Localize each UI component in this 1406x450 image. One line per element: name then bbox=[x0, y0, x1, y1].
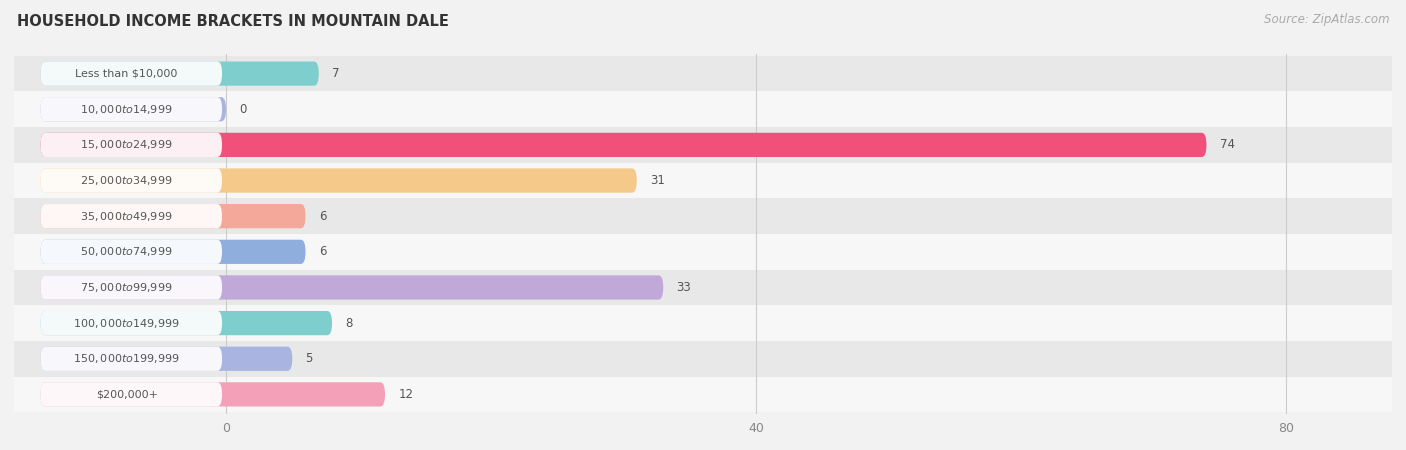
Bar bbox=[14, 305, 1392, 341]
Text: 7: 7 bbox=[332, 67, 339, 80]
FancyBboxPatch shape bbox=[41, 97, 222, 122]
Text: $15,000 to $24,999: $15,000 to $24,999 bbox=[80, 139, 173, 151]
FancyBboxPatch shape bbox=[41, 382, 385, 406]
Bar bbox=[14, 56, 1392, 91]
Text: 74: 74 bbox=[1220, 139, 1234, 151]
FancyBboxPatch shape bbox=[41, 275, 664, 300]
Bar bbox=[14, 127, 1392, 163]
FancyBboxPatch shape bbox=[41, 168, 637, 193]
Text: Less than $10,000: Less than $10,000 bbox=[76, 68, 179, 79]
FancyBboxPatch shape bbox=[41, 97, 226, 122]
Text: 12: 12 bbox=[398, 388, 413, 401]
FancyBboxPatch shape bbox=[41, 240, 222, 264]
Bar bbox=[14, 270, 1392, 305]
Text: HOUSEHOLD INCOME BRACKETS IN MOUNTAIN DALE: HOUSEHOLD INCOME BRACKETS IN MOUNTAIN DA… bbox=[17, 14, 449, 28]
Text: 33: 33 bbox=[676, 281, 692, 294]
FancyBboxPatch shape bbox=[41, 133, 222, 157]
FancyBboxPatch shape bbox=[41, 240, 305, 264]
Text: 6: 6 bbox=[319, 245, 326, 258]
FancyBboxPatch shape bbox=[41, 311, 332, 335]
Text: $25,000 to $34,999: $25,000 to $34,999 bbox=[80, 174, 173, 187]
Text: $100,000 to $149,999: $100,000 to $149,999 bbox=[73, 317, 180, 329]
FancyBboxPatch shape bbox=[41, 346, 222, 371]
FancyBboxPatch shape bbox=[41, 62, 319, 86]
Text: $150,000 to $199,999: $150,000 to $199,999 bbox=[73, 352, 180, 365]
Text: 6: 6 bbox=[319, 210, 326, 223]
Text: 5: 5 bbox=[305, 352, 314, 365]
Text: $35,000 to $49,999: $35,000 to $49,999 bbox=[80, 210, 173, 223]
Text: 31: 31 bbox=[650, 174, 665, 187]
Bar bbox=[14, 163, 1392, 198]
FancyBboxPatch shape bbox=[41, 204, 222, 228]
Text: 8: 8 bbox=[346, 317, 353, 329]
Bar bbox=[14, 91, 1392, 127]
Text: 0: 0 bbox=[239, 103, 246, 116]
Text: Source: ZipAtlas.com: Source: ZipAtlas.com bbox=[1264, 14, 1389, 27]
FancyBboxPatch shape bbox=[41, 62, 222, 86]
FancyBboxPatch shape bbox=[41, 382, 222, 406]
Text: $10,000 to $14,999: $10,000 to $14,999 bbox=[80, 103, 173, 116]
Text: $200,000+: $200,000+ bbox=[96, 389, 157, 400]
Bar bbox=[14, 341, 1392, 377]
Text: $50,000 to $74,999: $50,000 to $74,999 bbox=[80, 245, 173, 258]
FancyBboxPatch shape bbox=[41, 133, 1206, 157]
FancyBboxPatch shape bbox=[41, 311, 222, 335]
FancyBboxPatch shape bbox=[41, 204, 305, 228]
FancyBboxPatch shape bbox=[41, 346, 292, 371]
FancyBboxPatch shape bbox=[41, 275, 222, 300]
Text: $75,000 to $99,999: $75,000 to $99,999 bbox=[80, 281, 173, 294]
Bar bbox=[14, 198, 1392, 234]
Bar bbox=[14, 377, 1392, 412]
FancyBboxPatch shape bbox=[41, 168, 222, 193]
Bar bbox=[14, 234, 1392, 270]
